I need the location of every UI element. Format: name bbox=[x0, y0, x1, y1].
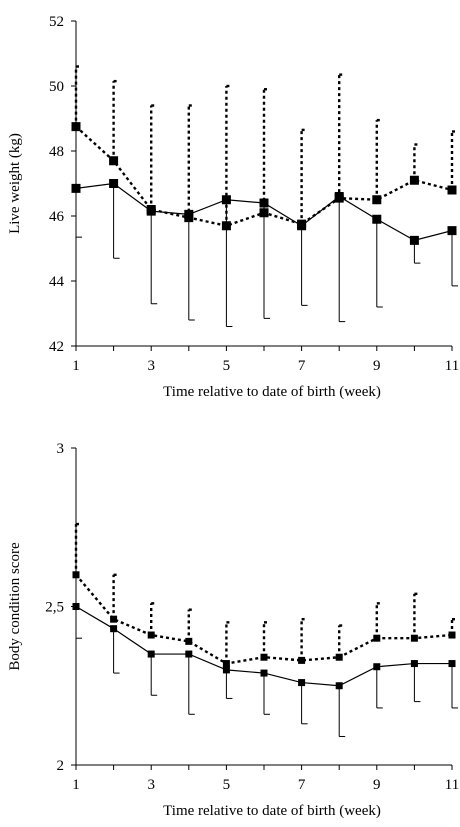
x-tick-label: 9 bbox=[373, 777, 381, 793]
data-point-solid bbox=[335, 682, 343, 690]
data-point-solid bbox=[409, 235, 419, 245]
x-tick-label: 7 bbox=[298, 777, 306, 793]
x-tick-label: 5 bbox=[223, 777, 231, 793]
live-weight-chart: 42 44 46 48 50 52 1 3 5 7 9 11 Time relative to date… bbox=[7, 14, 459, 400]
x-tick-label: 1 bbox=[72, 358, 80, 374]
x-tick-label: 11 bbox=[445, 358, 459, 374]
data-point-solid bbox=[447, 226, 457, 236]
data-point-dotted bbox=[222, 660, 230, 668]
data-point-solid bbox=[259, 198, 269, 208]
data-point-dotted bbox=[298, 656, 306, 664]
y-tick-label: 3 bbox=[57, 441, 65, 457]
x-tick-label: 3 bbox=[147, 777, 155, 793]
data-point-solid bbox=[222, 666, 230, 674]
x-tick-label: 9 bbox=[373, 358, 381, 374]
data-point-dotted bbox=[297, 219, 307, 229]
data-point-dotted bbox=[259, 208, 269, 218]
data-point-solid bbox=[372, 214, 382, 224]
y-axis-title: Live weight (kg) bbox=[7, 133, 23, 234]
y-tick-label: 52 bbox=[49, 14, 64, 30]
data-point-dotted bbox=[184, 213, 194, 223]
data-point-dotted bbox=[110, 615, 118, 623]
x-tick-label: 5 bbox=[223, 358, 231, 374]
y-tick-label: 50 bbox=[49, 79, 64, 95]
data-point-dotted bbox=[410, 634, 418, 642]
data-point-dotted bbox=[409, 175, 419, 185]
data-point-dotted bbox=[335, 653, 343, 661]
data-point-solid bbox=[373, 663, 381, 671]
x-axis-title: Time relative to date of birth (week) bbox=[163, 803, 381, 819]
x-tick-label: 7 bbox=[298, 358, 306, 374]
y-tick-label: 44 bbox=[49, 274, 65, 290]
data-point-solid bbox=[448, 660, 456, 668]
y-tick-label: 2,5 bbox=[45, 600, 64, 616]
x-tick-label: 11 bbox=[445, 777, 459, 793]
x-tick-label: 1 bbox=[72, 777, 80, 793]
data-point-dotted bbox=[373, 634, 381, 642]
data-point-dotted bbox=[109, 156, 119, 166]
y-axis-title: Body condition score bbox=[7, 542, 23, 671]
y-tick-label: 48 bbox=[49, 144, 64, 160]
data-point-dotted bbox=[185, 637, 193, 645]
data-point-dotted bbox=[146, 205, 156, 214]
y-tick-label: 46 bbox=[49, 209, 65, 225]
data-point-solid bbox=[110, 625, 118, 633]
y-tick-label: 2 bbox=[57, 758, 65, 774]
data-point-solid bbox=[72, 603, 80, 610]
data-point-dotted bbox=[71, 122, 81, 132]
data-point-dotted bbox=[447, 185, 457, 195]
data-point-solid bbox=[71, 183, 81, 193]
data-point-dotted bbox=[147, 631, 155, 639]
data-point-dotted bbox=[260, 653, 268, 661]
data-point-solid bbox=[109, 179, 119, 188]
data-point-dotted bbox=[448, 631, 456, 639]
data-point-dotted bbox=[221, 221, 231, 231]
y-tick-label: 42 bbox=[49, 339, 64, 355]
data-point-solid bbox=[410, 660, 418, 668]
data-point-dotted bbox=[334, 193, 344, 203]
data-point-dotted bbox=[372, 195, 382, 205]
data-point-solid bbox=[260, 669, 268, 677]
body-condition-chart: 2 2,5 3 1 3 5 7 9 11 Time relative to date of bir… bbox=[7, 441, 459, 819]
data-point-solid bbox=[298, 679, 306, 687]
data-point-solid bbox=[185, 650, 193, 658]
data-point-dotted bbox=[72, 571, 80, 579]
x-tick-label: 3 bbox=[147, 358, 155, 374]
data-point-solid bbox=[147, 650, 155, 658]
x-axis-title: Time relative to date of birth (week) bbox=[163, 384, 381, 400]
